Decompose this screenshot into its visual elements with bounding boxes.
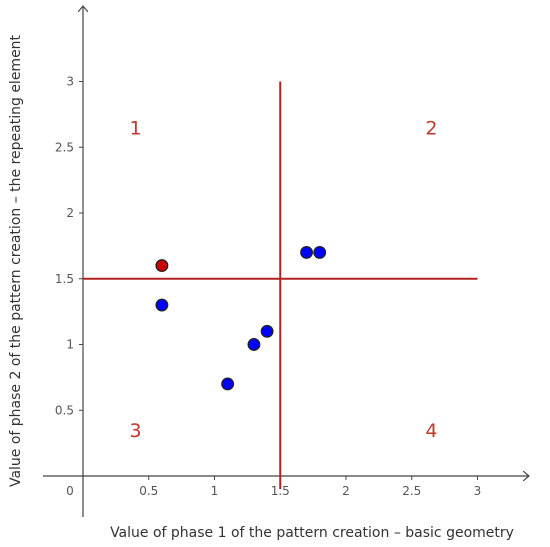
x-tick-label: 3 (474, 484, 482, 498)
x-tick-label: 2.5 (402, 484, 421, 498)
data-point (155, 259, 169, 273)
data-point (155, 298, 169, 312)
y-tick-label: 3 (66, 75, 74, 89)
quadrant-label-4: 4 (425, 420, 437, 442)
quadrant-labels: 1 2 3 4 (130, 118, 438, 442)
y-axis-label: Value of phase 2 of the pattern creation… (8, 34, 24, 487)
y-tick-label: 0.5 (55, 403, 74, 417)
data-points (155, 245, 327, 391)
x-tick-label: 1 (211, 484, 219, 498)
ticks-layer: 0 0.5 1 1.5 2 2.5 3 0.5 1 1.5 2 2.5 3 (55, 75, 481, 499)
x-axis-label: Value of phase 1 of the pattern creation… (110, 525, 514, 541)
data-point (313, 245, 327, 259)
x-tick-label: 0.5 (139, 484, 158, 498)
y-tick-label: 2.5 (55, 140, 74, 154)
data-point (221, 377, 235, 391)
data-point (260, 324, 274, 338)
x-tick-label: 0 (66, 484, 74, 498)
data-point (300, 245, 314, 259)
quadrant-label-2: 2 (425, 118, 437, 140)
quadrant-label-1: 1 (130, 118, 142, 140)
quadrant-dividers (83, 81, 478, 490)
y-tick-label: 1.5 (55, 272, 74, 286)
y-tick-label: 1 (66, 338, 74, 352)
x-tick-label: 1.5 (271, 484, 290, 498)
y-tick-label: 2 (66, 206, 74, 220)
data-point (247, 338, 261, 351)
quadrant-label-3: 3 (130, 420, 142, 442)
x-tick-label: 2 (342, 484, 350, 498)
